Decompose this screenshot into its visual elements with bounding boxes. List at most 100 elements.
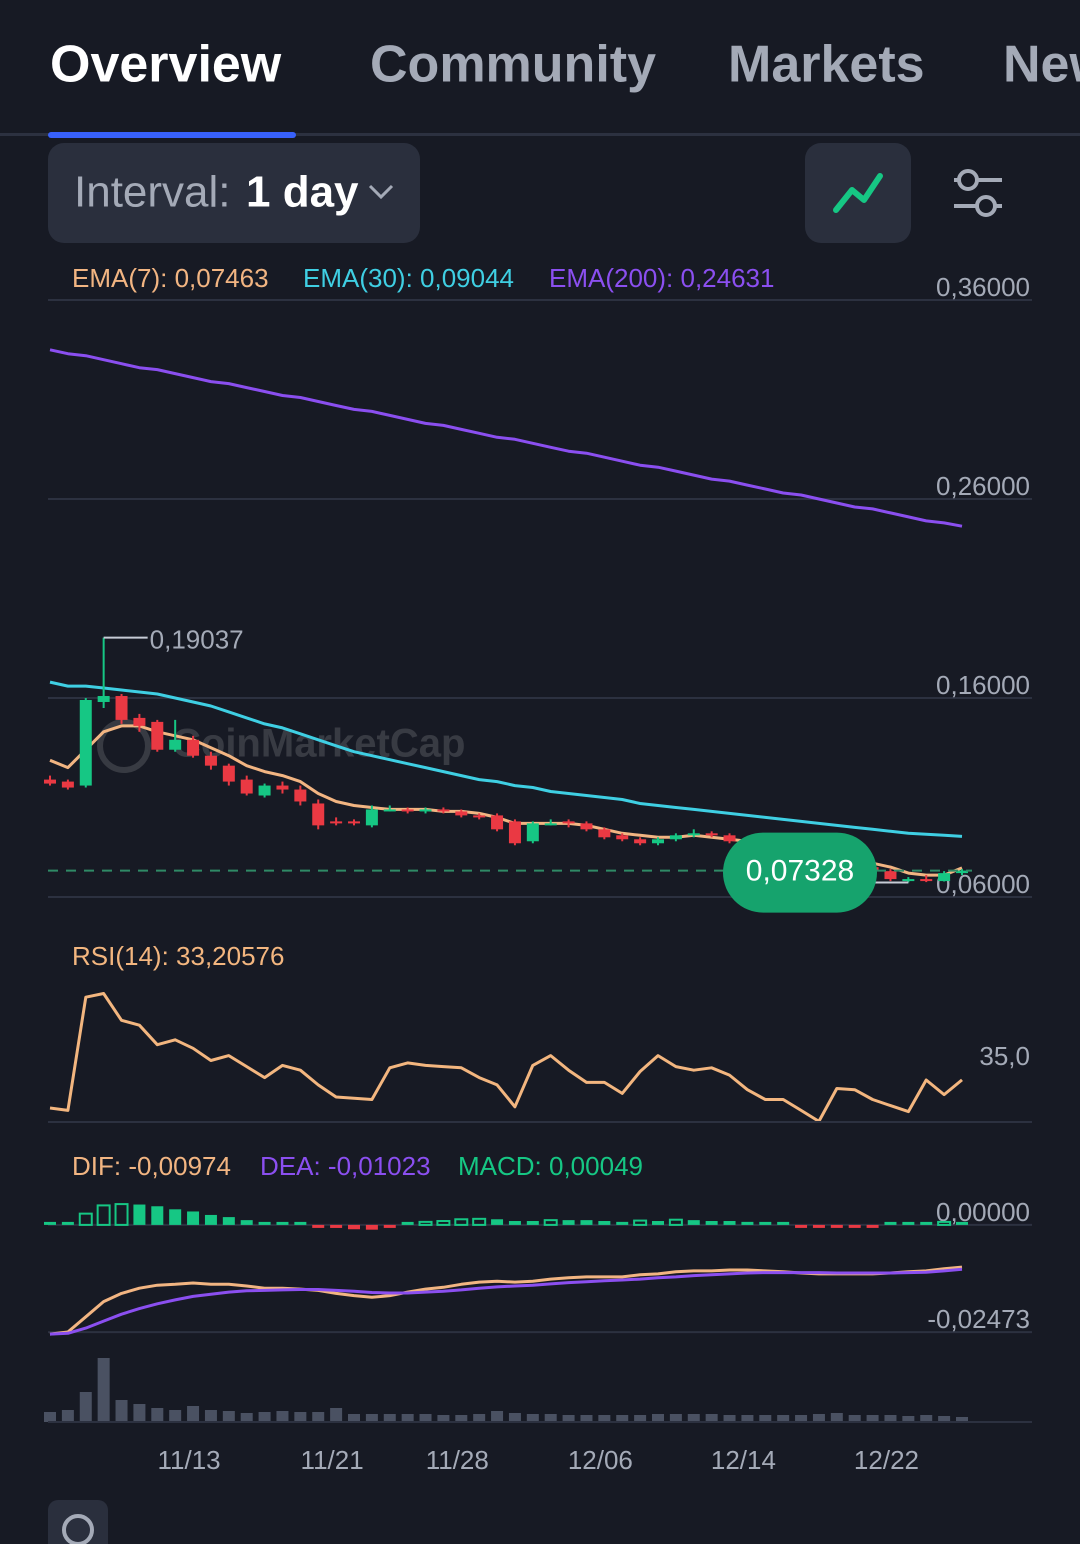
legend-entry: RSI(14): 33,20576 [72,941,284,971]
x-tick-label: 11/21 [301,1445,364,1475]
macd-bar [44,1221,56,1225]
macd-bar [777,1221,790,1225]
history-icon [62,1514,94,1544]
tab[interactable]: Community [370,36,656,94]
volume-bar [723,1415,736,1422]
macd-bar [652,1221,664,1225]
macd-bar [956,1221,968,1225]
y-tick-label: 35,0 [979,1041,1030,1071]
volume-bar [526,1414,539,1422]
volume-bar [151,1408,164,1422]
watermark-text: CoinMarketCap [172,722,465,766]
candle-body [920,879,933,882]
y-tick-label: 0,16000 [936,670,1030,700]
macd-bar [133,1204,146,1225]
series-line [49,1267,963,1336]
x-tick-label: 11/28 [426,1445,489,1475]
macd-bar [598,1221,611,1225]
candle-body [526,823,539,842]
macd-bar [633,1219,648,1226]
volume-bar [634,1415,647,1422]
history-button[interactable] [48,1500,108,1544]
candle-body [598,829,611,838]
candle-body [348,821,360,824]
volume-bar [866,1415,879,1422]
macd-bar [616,1221,629,1225]
macd-bar [222,1217,235,1225]
series-line [49,680,963,838]
volume-bar [616,1415,629,1422]
candle-body [616,835,629,840]
series-line [49,992,963,1123]
settings-button[interactable] [954,169,1002,217]
volume-bar [777,1415,790,1422]
candle-body [473,815,486,818]
macd-bar [204,1214,217,1225]
volume-bar [508,1413,521,1422]
candle-body [401,809,414,812]
interval-button[interactable]: Interval: 1 day [48,143,420,243]
volume-bar [294,1412,307,1422]
volume-bar [365,1414,378,1422]
candle-body [151,721,164,750]
x-tick-label: 11/13 [157,1445,220,1475]
macd-bar [436,1220,451,1226]
macd-bar [902,1221,915,1225]
macd-bar [418,1220,433,1226]
volume-bar [848,1415,861,1422]
candle-body [97,696,110,702]
candle-body [204,755,217,766]
candle-body [419,809,432,812]
macd-bar [884,1221,897,1225]
macd-bar [491,1219,504,1225]
y-tick-label: 0,36000 [936,272,1030,302]
chart-type-button[interactable] [805,143,911,243]
volume-bar [437,1415,450,1422]
candle-body [44,779,56,784]
macd-bar [812,1224,825,1228]
volume-bar [276,1411,289,1422]
candle-body [294,789,307,802]
volume-bar [920,1415,933,1422]
chevron-icon [368,184,394,200]
candle-body [133,717,146,726]
volume-bar [902,1416,915,1422]
macd-bar [508,1221,521,1225]
volume-bar [830,1413,843,1422]
volume-bar [812,1414,825,1422]
volume-bar [61,1410,74,1422]
tab[interactable]: Overview [50,36,282,94]
candle-body [258,785,271,796]
tab[interactable]: News [1003,36,1080,94]
series-line [49,348,963,528]
candle-body [634,839,647,844]
macd-bar [920,1221,933,1225]
macd-bar [848,1224,861,1228]
candle-body [956,870,968,874]
macd-bar [276,1221,289,1225]
volume-bar [795,1415,808,1422]
macd-bar [705,1221,718,1225]
volume-bar [44,1412,56,1422]
candle-body [669,835,682,840]
macd-bar [759,1221,772,1225]
candle-body [240,779,253,794]
macd-bar [96,1204,111,1226]
tab[interactable]: Markets [728,36,925,94]
candle-body [169,739,182,750]
volume-bar [348,1414,360,1422]
macd-bar [169,1209,182,1225]
volume-bar [884,1415,897,1422]
candle-body [437,809,450,812]
macd-bar [365,1224,378,1230]
interval-value: 1 day [246,168,359,217]
candle-body [544,823,557,826]
volume-bar [222,1411,235,1422]
y-tick-label: 0,00000 [936,1197,1030,1227]
macd-bar [240,1220,253,1225]
candle-body [115,696,128,720]
volume-bar [544,1414,557,1422]
macd-bar [937,1220,952,1226]
macd-bar [348,1224,360,1230]
